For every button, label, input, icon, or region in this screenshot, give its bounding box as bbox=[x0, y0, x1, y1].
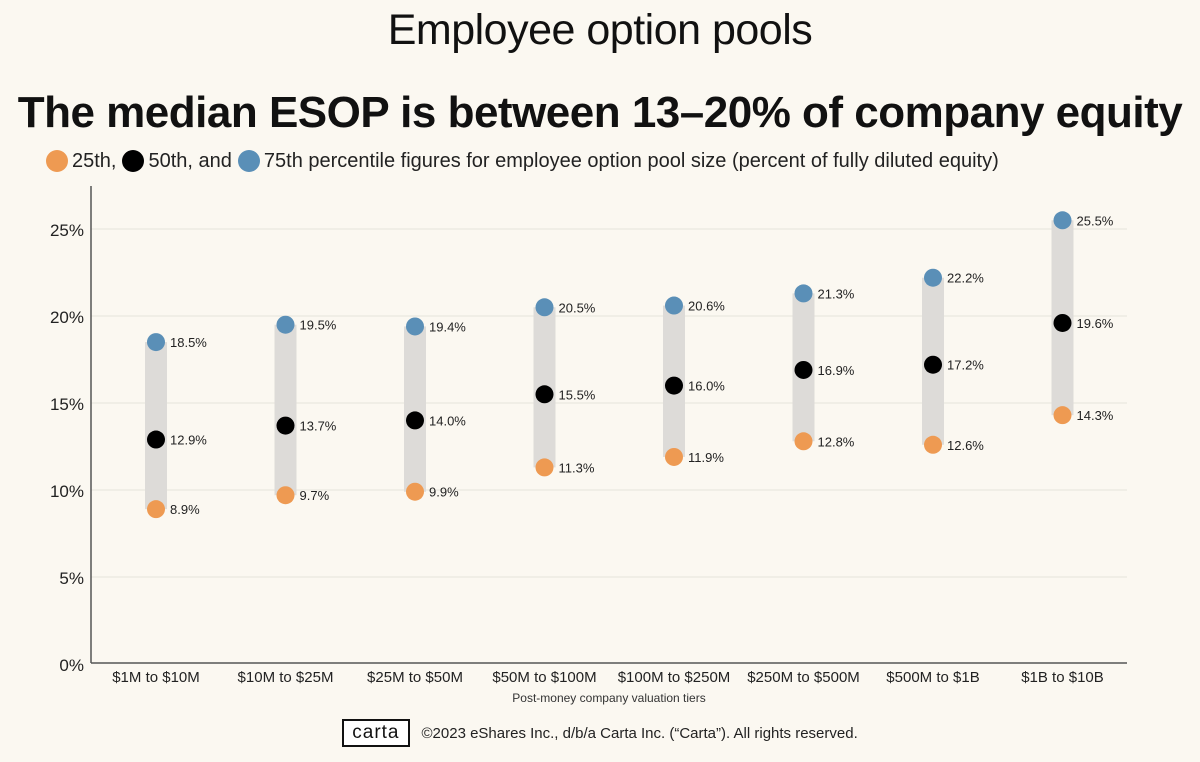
data-label-p75: 20.6% bbox=[688, 299, 725, 314]
data-label-p75: 20.5% bbox=[559, 300, 596, 315]
copyright-text: ©2023 eShares Inc., d/b/a Carta Inc. (“C… bbox=[421, 724, 858, 742]
data-label-p25: 12.6% bbox=[947, 438, 984, 453]
point-p75 bbox=[924, 268, 942, 287]
point-p75 bbox=[1053, 211, 1072, 230]
x-tick-label: $25M to $50M bbox=[367, 669, 463, 686]
point-p75 bbox=[406, 317, 424, 336]
data-label-p75: 19.5% bbox=[300, 318, 337, 333]
data-label-p25: 11.3% bbox=[559, 460, 595, 475]
y-tick-label: 10% bbox=[50, 482, 84, 501]
data-label-p75: 22.2% bbox=[947, 271, 984, 286]
x-tick-label: $500M to $1B bbox=[886, 669, 979, 686]
y-tick-label: 15% bbox=[50, 395, 84, 414]
point-p25 bbox=[794, 432, 813, 451]
x-axis-title: Post-money company valuation tiers bbox=[512, 691, 705, 705]
point-p75 bbox=[665, 296, 683, 315]
legend-label-50th: 50th, and bbox=[148, 149, 232, 172]
chart: 0% 5% 10% 15% 20% 25% 18.5% 12.9% 8.9% $1M to $10… bbox=[50, 186, 1127, 705]
point-p50 bbox=[665, 376, 683, 395]
legend-label-75th: 75th percentile figures for employee opt… bbox=[263, 149, 999, 172]
data-label-p25: 8.9% bbox=[170, 502, 200, 517]
x-tick-label: $1B to $10B bbox=[1021, 669, 1104, 686]
range-bar bbox=[404, 326, 426, 492]
y-tick-label: 20% bbox=[50, 308, 84, 327]
point-p50 bbox=[1053, 313, 1072, 332]
data-label-p50: 19.6% bbox=[1077, 316, 1114, 331]
point-p25 bbox=[924, 435, 942, 454]
point-p50 bbox=[276, 416, 295, 435]
x-tick-label: $50M to $100M bbox=[492, 669, 596, 686]
point-p25 bbox=[1053, 406, 1072, 425]
data-label-p75: 19.4% bbox=[429, 319, 466, 334]
data-label-p75: 25.5% bbox=[1077, 213, 1114, 228]
data-label-p25: 12.8% bbox=[818, 434, 855, 449]
point-p50 bbox=[535, 385, 554, 404]
carta-logo: carta bbox=[342, 719, 410, 747]
footer: carta ©2023 eShares Inc., d/b/a Carta In… bbox=[0, 716, 1200, 750]
range-bar bbox=[145, 342, 167, 510]
legend-dot-75th bbox=[237, 150, 260, 172]
y-tick-label: 0% bbox=[59, 656, 84, 675]
point-p75 bbox=[535, 298, 554, 317]
point-p75 bbox=[794, 284, 813, 303]
data-label-p50: 17.2% bbox=[947, 358, 984, 373]
point-p25 bbox=[406, 482, 424, 501]
point-p25 bbox=[276, 486, 295, 505]
y-tick-label: 5% bbox=[59, 569, 84, 588]
legend-label-25th: 25th, bbox=[72, 149, 117, 172]
chart-headline: The median ESOP is between 13–20% of com… bbox=[17, 88, 1183, 137]
x-tick-label: $250M to $500M bbox=[747, 669, 860, 686]
point-p25 bbox=[535, 458, 554, 477]
data-label-p50: 13.7% bbox=[300, 419, 337, 434]
x-tick-label: $1M to $10M bbox=[112, 669, 200, 686]
point-p25 bbox=[665, 447, 683, 466]
point-p50 bbox=[794, 360, 813, 379]
data-label-p50: 16.9% bbox=[818, 363, 855, 378]
point-p50 bbox=[147, 430, 165, 449]
legend: 25th, 50th, and 75th percentile figures … bbox=[46, 146, 999, 176]
data-label-p25: 9.9% bbox=[429, 485, 459, 500]
data-label-p75: 21.3% bbox=[818, 286, 855, 301]
data-label-p25: 9.7% bbox=[300, 488, 330, 503]
data-label-p25: 11.9% bbox=[688, 450, 724, 465]
point-p75 bbox=[147, 333, 165, 352]
x-tick-label: $100M to $250M bbox=[618, 669, 731, 686]
data-label-p50: 12.9% bbox=[170, 433, 207, 448]
y-tick-label: 25% bbox=[50, 221, 84, 240]
data-label-p75: 18.5% bbox=[170, 335, 207, 350]
range-bar bbox=[274, 324, 297, 496]
data-label-p50: 16.0% bbox=[688, 379, 725, 394]
data-label-p50: 14.0% bbox=[429, 413, 466, 428]
legend-dot-25th bbox=[46, 150, 68, 172]
page-title: Employee option pools bbox=[387, 6, 813, 54]
point-p50 bbox=[406, 411, 424, 430]
data-label-p25: 14.3% bbox=[1077, 408, 1114, 423]
point-p50 bbox=[924, 355, 942, 374]
point-p75 bbox=[276, 315, 295, 334]
legend-dot-50th bbox=[122, 150, 145, 172]
x-tick-label: $10M to $25M bbox=[238, 669, 334, 686]
data-label-p50: 15.5% bbox=[559, 387, 596, 402]
point-p25 bbox=[147, 500, 165, 519]
